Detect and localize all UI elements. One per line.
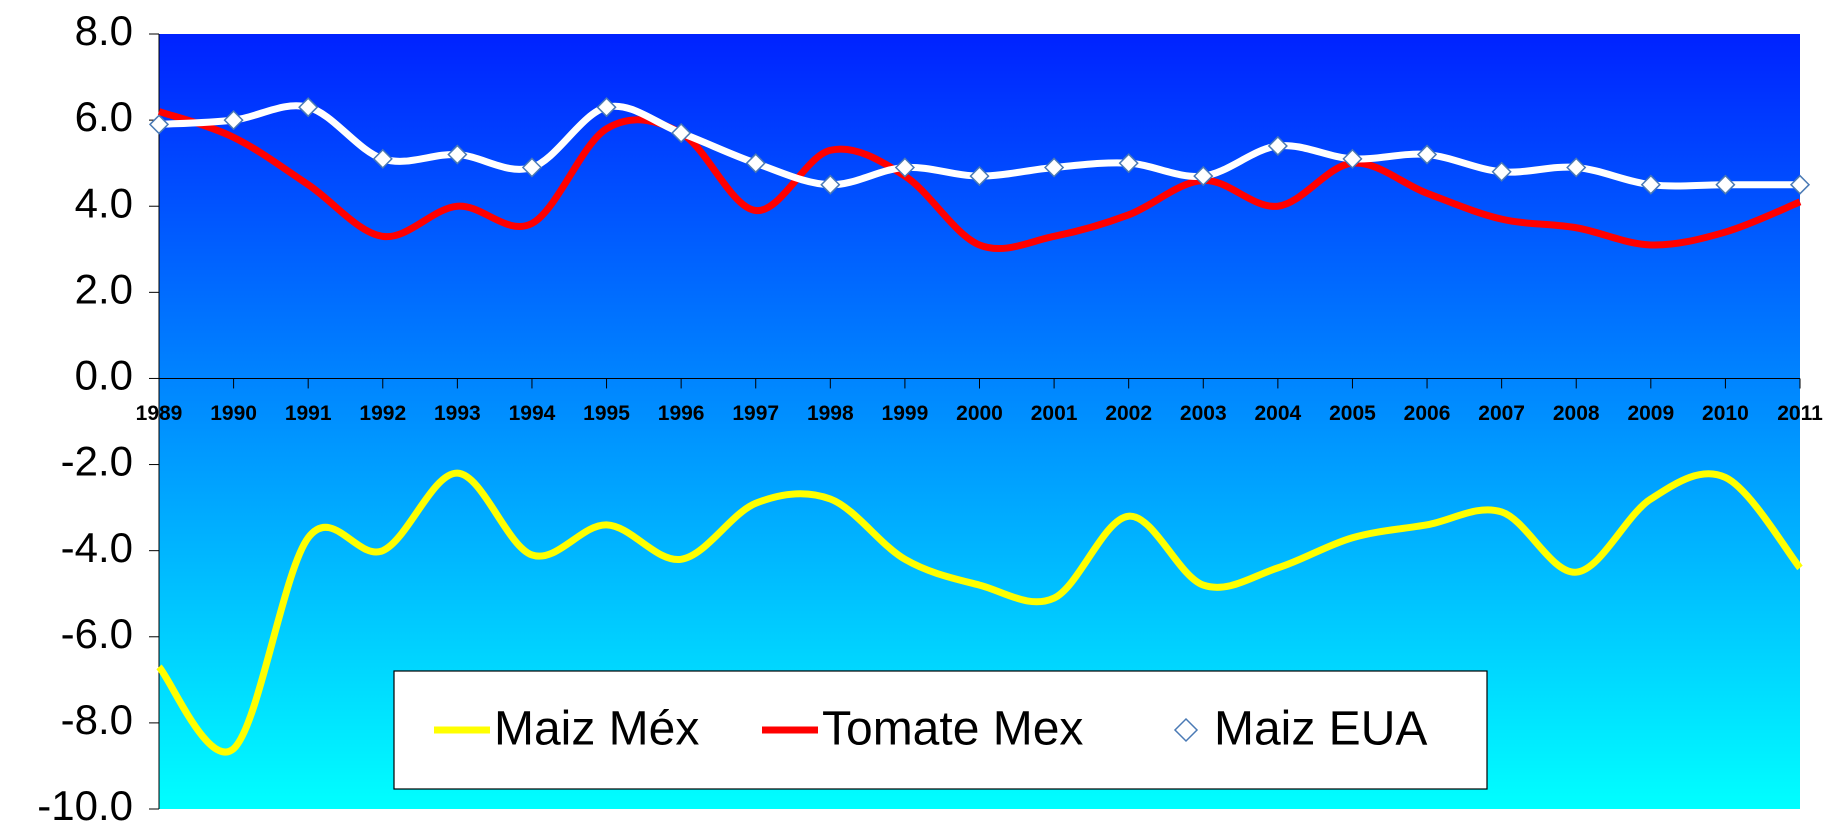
x-tick-label: 2010 xyxy=(1702,402,1749,425)
y-tick-label: -4.0 xyxy=(61,524,133,571)
x-tick-label: 1998 xyxy=(807,402,854,425)
x-tick-label: 2003 xyxy=(1180,402,1227,425)
marker xyxy=(372,148,393,169)
y-tick-label: -2.0 xyxy=(61,438,133,485)
y-tick-label: 2.0 xyxy=(75,265,133,312)
x-tick-label: 2000 xyxy=(956,402,1003,425)
x-tick-label: 2002 xyxy=(1105,402,1152,425)
marker xyxy=(820,174,841,195)
x-tick-label: 1995 xyxy=(583,402,630,425)
x-tick-label: 2007 xyxy=(1478,402,1525,425)
x-tick-label: 1994 xyxy=(509,402,556,425)
legend-label: Tomate Mex xyxy=(822,703,1083,756)
y-tick-label: 6.0 xyxy=(75,93,133,140)
x-tick-label: 2011 xyxy=(1777,402,1823,425)
x-tick-label: 2001 xyxy=(1031,402,1078,425)
marker xyxy=(1342,148,1363,169)
y-tick-label: -8.0 xyxy=(61,696,133,743)
marker xyxy=(969,166,990,187)
y-tick-label: -6.0 xyxy=(61,610,133,657)
x-tick-label: 2006 xyxy=(1404,402,1451,425)
marker xyxy=(1789,174,1811,195)
marker xyxy=(1118,153,1139,174)
marker xyxy=(223,110,244,131)
marker xyxy=(521,157,543,178)
x-tick-label: 1993 xyxy=(434,402,481,425)
x-tick-label: 2008 xyxy=(1553,402,1600,425)
y-tick-label: 8.0 xyxy=(75,7,133,54)
marker xyxy=(1640,174,1661,195)
y-tick-label: 4.0 xyxy=(75,179,133,226)
y-tick-label: 0.0 xyxy=(75,352,133,399)
legend-label: Maiz Méx xyxy=(494,703,699,756)
marker xyxy=(1491,161,1512,182)
legend-box xyxy=(393,670,1488,790)
legend-label: Maiz EUA xyxy=(1214,703,1427,756)
x-tick-label: 2004 xyxy=(1255,402,1302,425)
marker xyxy=(1267,135,1288,157)
marker xyxy=(1416,144,1438,165)
x-tick-label: 2009 xyxy=(1627,402,1674,425)
marker xyxy=(894,157,915,178)
marker xyxy=(447,144,468,165)
marker xyxy=(1715,174,1736,195)
marker xyxy=(1193,166,1214,187)
x-tick-label: 1992 xyxy=(359,402,406,425)
marker xyxy=(1044,157,1065,178)
x-tick-label: 2005 xyxy=(1329,402,1376,425)
series-line xyxy=(156,469,1803,756)
marker xyxy=(298,97,319,118)
x-tick-label: 1999 xyxy=(882,402,929,425)
x-tick-label: 1989 xyxy=(136,402,183,425)
marker xyxy=(148,114,170,135)
series-line xyxy=(157,108,1802,253)
legend-marker xyxy=(1173,717,1199,743)
x-tick-label: 1990 xyxy=(210,402,257,425)
marker xyxy=(596,97,617,118)
marker xyxy=(1566,157,1587,178)
x-tick-label: 1997 xyxy=(732,402,779,425)
y-tick-label: -10.0 xyxy=(37,782,133,829)
marker xyxy=(671,122,692,144)
x-tick-label: 1991 xyxy=(285,402,332,425)
marker xyxy=(745,153,766,174)
x-tick-label: 1996 xyxy=(658,402,705,425)
